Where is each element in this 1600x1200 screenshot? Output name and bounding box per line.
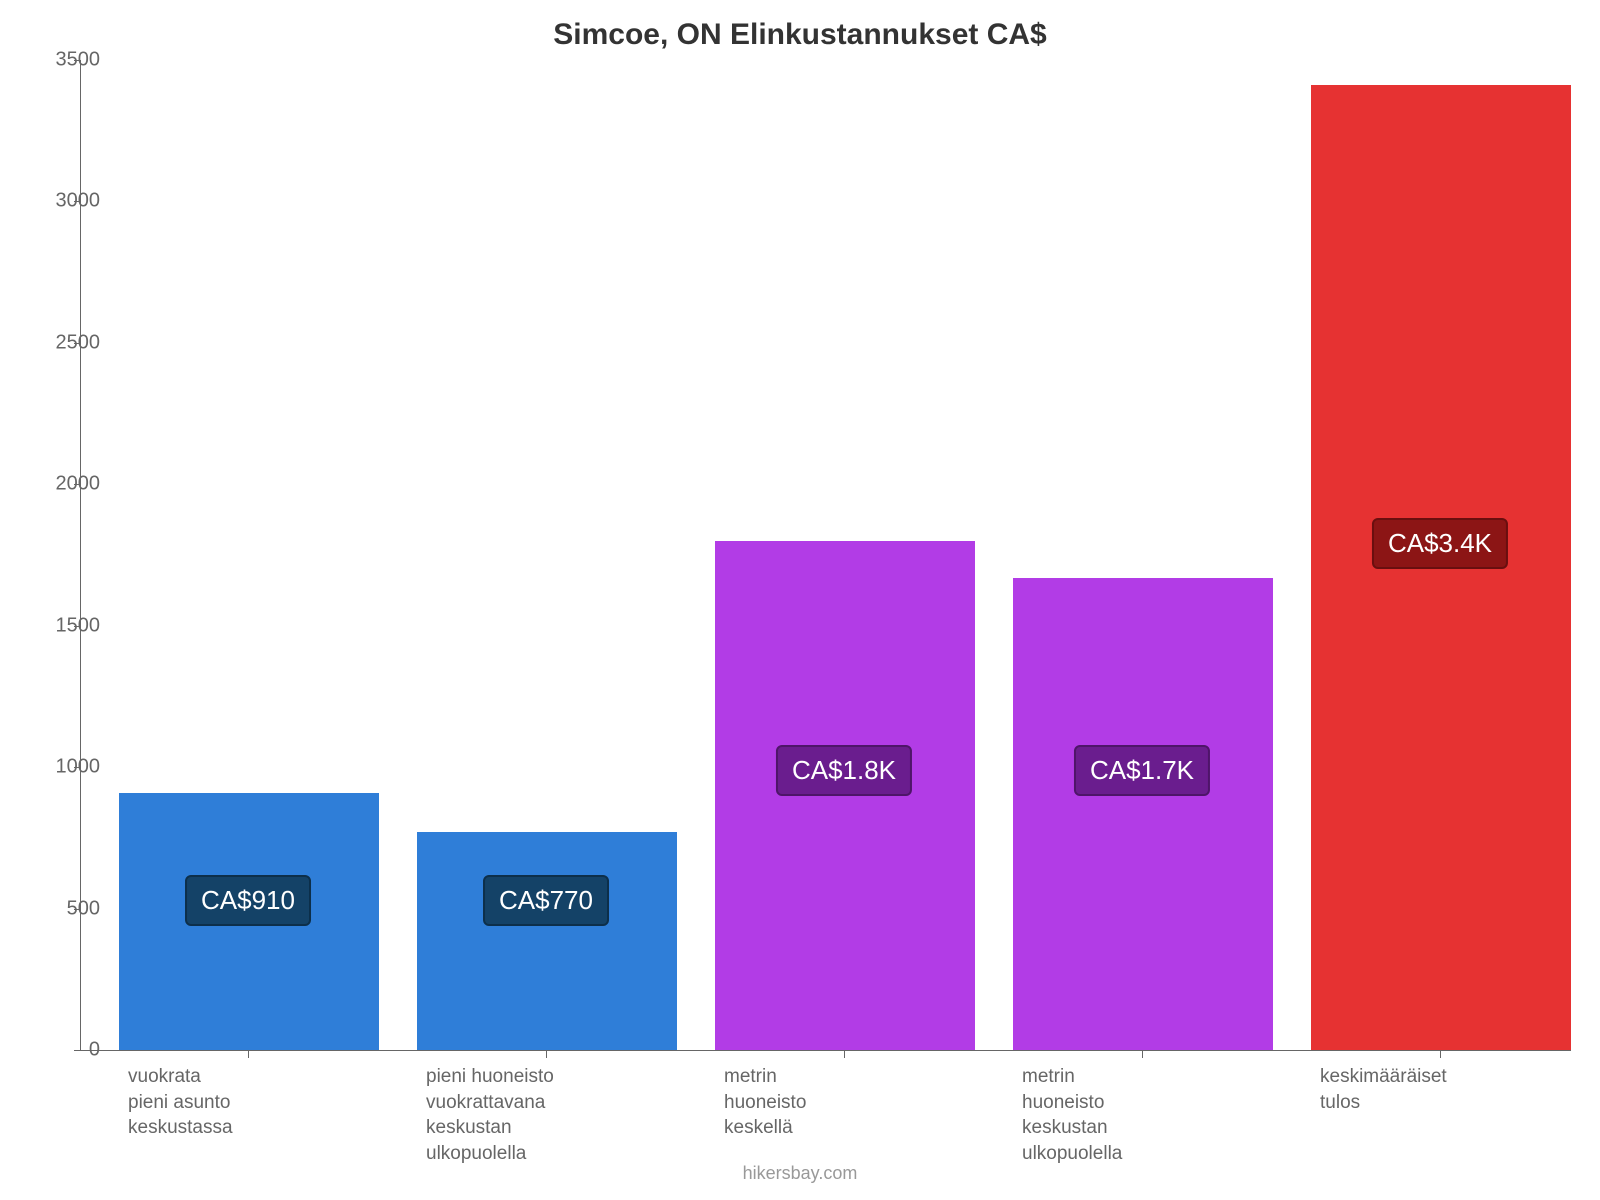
- x-tick-mark: [1142, 1050, 1143, 1058]
- value-badge: CA$1.7K: [1074, 745, 1210, 796]
- y-tick-label: 2000: [30, 473, 100, 496]
- y-tick-label: 2500: [30, 331, 100, 354]
- y-tick-mark: [74, 60, 80, 61]
- bar: [417, 832, 677, 1050]
- y-tick-mark: [74, 343, 80, 344]
- y-tick-mark: [74, 626, 80, 627]
- y-tick-mark: [74, 909, 80, 910]
- value-badge: CA$770: [483, 875, 609, 926]
- y-tick-label: 500: [30, 897, 100, 920]
- x-tick-mark: [248, 1050, 249, 1058]
- x-tick-mark: [844, 1050, 845, 1058]
- x-axis-label: metrinhuoneistokeskustanulkopuolella: [1022, 1064, 1272, 1167]
- value-badge: CA$1.8K: [776, 745, 912, 796]
- y-tick-label: 3000: [30, 190, 100, 213]
- x-axis-label: keskimääräisettulos: [1320, 1064, 1570, 1115]
- y-tick-label: 1500: [30, 614, 100, 637]
- x-axis-label: pieni huoneistovuokrattavanakeskustanulk…: [426, 1064, 676, 1167]
- bar: [1013, 578, 1273, 1050]
- y-tick-mark: [74, 767, 80, 768]
- value-badge: CA$910: [185, 875, 311, 926]
- x-axis-label: vuokratapieni asuntokeskustassa: [128, 1064, 378, 1141]
- value-badge: CA$3.4K: [1372, 518, 1508, 569]
- y-tick-label: 0: [30, 1039, 100, 1062]
- y-tick-mark: [74, 484, 80, 485]
- x-axis-label: metrinhuoneistokeskellä: [724, 1064, 974, 1141]
- x-tick-mark: [546, 1050, 547, 1058]
- chart-title: Simcoe, ON Elinkustannukset CA$: [0, 18, 1600, 52]
- attribution-text: hikersbay.com: [0, 1163, 1600, 1184]
- y-tick-label: 3500: [30, 49, 100, 72]
- x-tick-mark: [1440, 1050, 1441, 1058]
- y-tick-mark: [74, 1050, 80, 1051]
- cost-of-living-chart: Simcoe, ON Elinkustannukset CA$ hikersba…: [0, 0, 1600, 1200]
- y-tick-mark: [74, 201, 80, 202]
- y-tick-label: 1000: [30, 756, 100, 779]
